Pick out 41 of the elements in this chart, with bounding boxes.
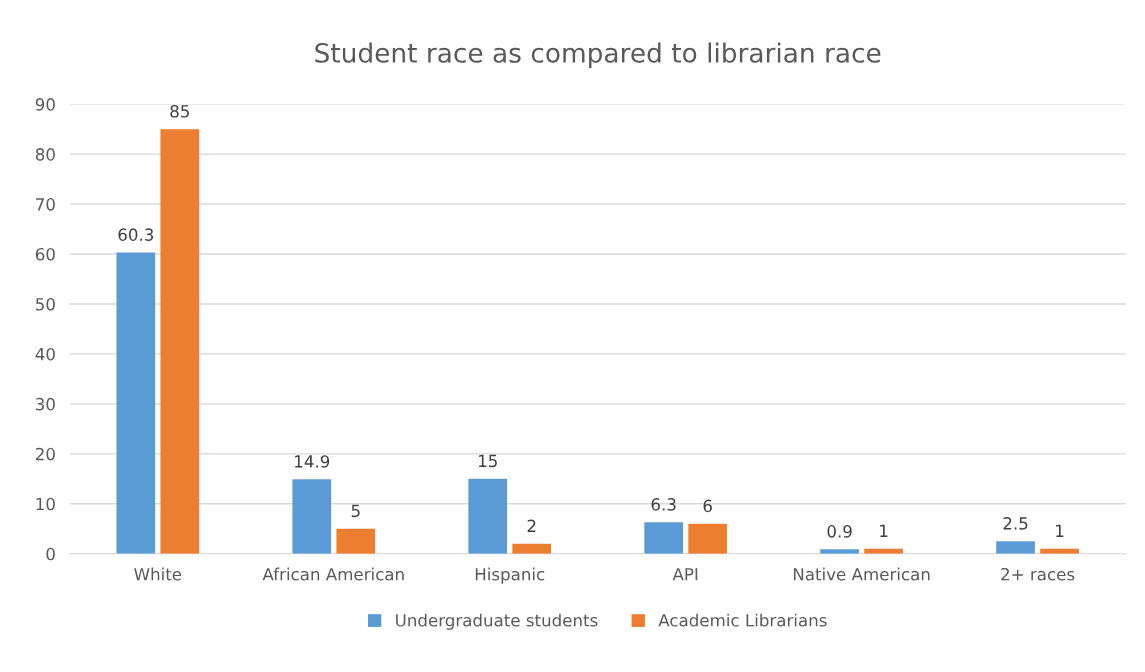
bar: [512, 543, 552, 554]
x-tick-label: Native American: [793, 567, 930, 581]
bar: [292, 479, 332, 554]
x-tick-label: API: [672, 568, 698, 581]
y-tick-label: 10: [36, 497, 55, 511]
data-label: 2.5: [1003, 517, 1028, 530]
data-label: 6.3: [651, 498, 676, 511]
x-tick-label: African American: [262, 567, 404, 581]
data-label: 85: [170, 104, 189, 118]
x-tick-label: Hispanic: [475, 567, 545, 584]
bar: [644, 522, 684, 554]
data-label: 6: [703, 499, 712, 513]
data-label: 5: [351, 504, 360, 518]
y-tick-label: 30: [36, 397, 55, 411]
bar: [688, 523, 728, 554]
data-label: 1: [1056, 524, 1064, 537]
data-label: 14.9: [295, 455, 330, 468]
data-label: 15: [478, 454, 497, 468]
bar: [160, 129, 200, 554]
y-tick-label: 50: [36, 297, 55, 311]
legend-label: Undergraduate students: [396, 613, 598, 630]
y-tick-label: 0: [46, 547, 55, 561]
y-tick-label: 60: [35, 247, 55, 261]
bar: [820, 549, 859, 554]
data-label: 60.3: [118, 228, 154, 241]
data-label: 0.9: [827, 525, 852, 538]
y-tick-label: 70: [36, 198, 55, 211]
bar: [996, 541, 1035, 554]
x-tick-label: White: [134, 567, 182, 581]
data-label: 1: [880, 524, 888, 537]
y-tick-label: 80: [35, 148, 55, 161]
y-tick-label: 90: [35, 98, 55, 111]
x-tick-label: 2+ races: [1001, 567, 1075, 581]
data-label: 2: [527, 519, 536, 532]
chart-title: Student race as compared to librarian race: [315, 42, 881, 68]
y-tick-label: 40: [35, 347, 55, 361]
legend-label: Academic Librarians: [658, 613, 827, 627]
y-tick-label: 20: [35, 447, 55, 461]
bar: [336, 528, 376, 554]
bar: [116, 252, 156, 554]
bar: [468, 478, 508, 554]
